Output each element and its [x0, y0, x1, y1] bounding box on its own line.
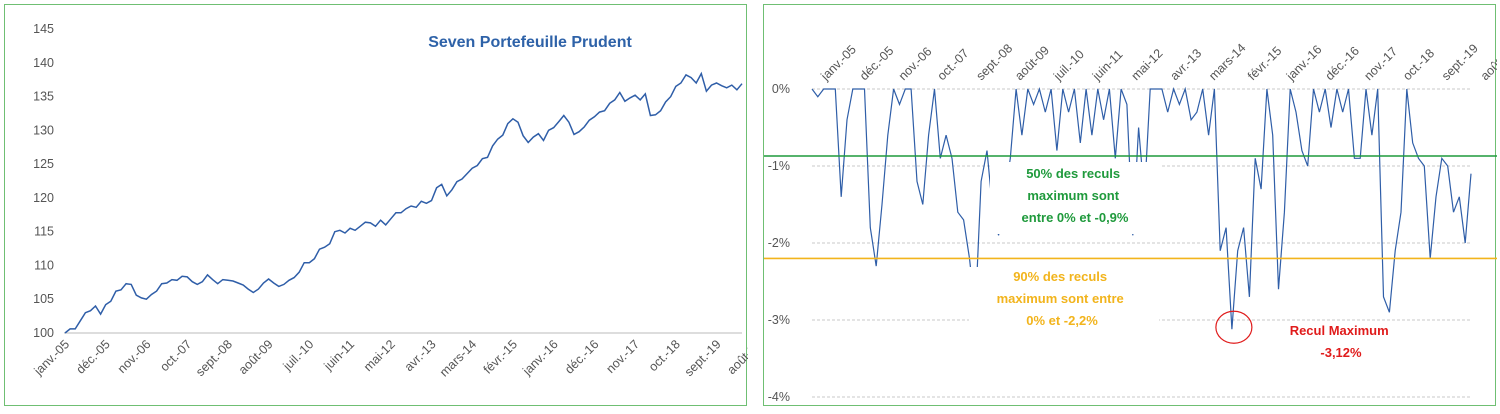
y-tick-label: -1%	[768, 159, 790, 173]
x-tick-label: mai-12	[361, 337, 398, 374]
x-tick-label: févr.-15	[481, 337, 520, 376]
x-tick-label: févr.-15	[1245, 44, 1284, 83]
y-tick-label: 0%	[772, 82, 790, 96]
x-tick-label: sept.-08	[973, 41, 1015, 83]
x-tick-label: oct.-18	[1400, 46, 1437, 83]
cumulative-performance-panel: 100 105 110 115 120 125 130 135 140 145 janv.-05 d…	[4, 4, 748, 406]
x-tick-label: août-20	[725, 337, 748, 377]
y-tick-label: 105	[33, 292, 54, 306]
x-tick-label: août-20	[1478, 43, 1497, 83]
x-tick-label: juil.-10	[1050, 47, 1087, 84]
x-tick-label: mai-12	[1129, 46, 1166, 83]
y-tick-label: 140	[33, 56, 54, 70]
x-tick-label: nov.-17	[1361, 44, 1400, 83]
annotation-max-drawdown: Recul Maximum -3,12%	[1290, 323, 1393, 360]
x-tick-label: juin-11	[321, 337, 358, 374]
y-tick-label: 130	[33, 123, 54, 137]
annotation-50-background	[990, 162, 1160, 234]
x-tick-label: août-09	[236, 337, 276, 377]
performance-series-line	[64, 71, 743, 334]
y-tick-label: -2%	[768, 236, 790, 250]
x-tick-label: sept.-08	[193, 337, 235, 379]
y-tick-label: 115	[34, 225, 54, 239]
x-tick-label: nov.-06	[115, 337, 154, 376]
x-tick-label: avr.-13	[1167, 46, 1204, 83]
y-tick-label: 125	[33, 157, 54, 171]
x-tick-label: janv.-16	[519, 337, 560, 378]
x-tick-label: avr.-13	[402, 337, 439, 374]
x-tick-label: mars-14	[1206, 41, 1248, 83]
max-drawdown-circle	[1215, 310, 1253, 344]
annotation-50-pct: 50% des reculs maximum sont entre 0% et …	[1022, 166, 1129, 225]
x-tick-label: déc.-05	[73, 337, 112, 376]
x-tick-label: juil.-10	[280, 337, 317, 374]
x-tick-label: déc.-16	[562, 337, 601, 376]
y-tick-label: -3%	[768, 313, 790, 327]
x-tick-label: oct.-07	[157, 337, 194, 374]
x-tick-label: nov.-06	[896, 44, 935, 83]
x-tick-label: mars-14	[437, 337, 479, 379]
x-tick-label: nov.-17	[604, 337, 643, 376]
annotation-90-background	[969, 267, 1159, 337]
x-tick-label: déc.-05	[857, 44, 896, 83]
x-tick-label: oct.-07	[935, 46, 972, 83]
x-tick-label: juin-11	[1089, 47, 1126, 84]
y-tick-label: 100	[33, 326, 54, 340]
drawdown-panel: 0% -1% -2% -3% -4% janv.-05 déc.-05 nov.-06 oct…	[763, 4, 1497, 406]
y-tick-label: 145	[33, 22, 54, 36]
x-tick-label: sept.-19	[682, 337, 724, 379]
x-tick-label: janv.-16	[1283, 42, 1324, 83]
y-tick-label: 110	[34, 258, 54, 272]
x-tick-label: déc.-16	[1323, 44, 1362, 83]
chart-title: Seven Portefeuille Prudent	[428, 34, 632, 51]
x-tick-label: janv.-05	[818, 42, 859, 83]
y-tick-label: 135	[33, 90, 54, 104]
x-tick-label: août-09	[1012, 43, 1052, 83]
x-tick-label: janv.-05	[31, 337, 72, 378]
x-tick-label: sept.-19	[1439, 41, 1481, 83]
annotation-90-pct: 90% des reculs maximum sont entre 0% et …	[997, 269, 1128, 328]
y-tick-label: 120	[33, 191, 54, 205]
x-tick-label: oct.-18	[646, 337, 683, 374]
y-tick-label: -4%	[768, 390, 790, 404]
